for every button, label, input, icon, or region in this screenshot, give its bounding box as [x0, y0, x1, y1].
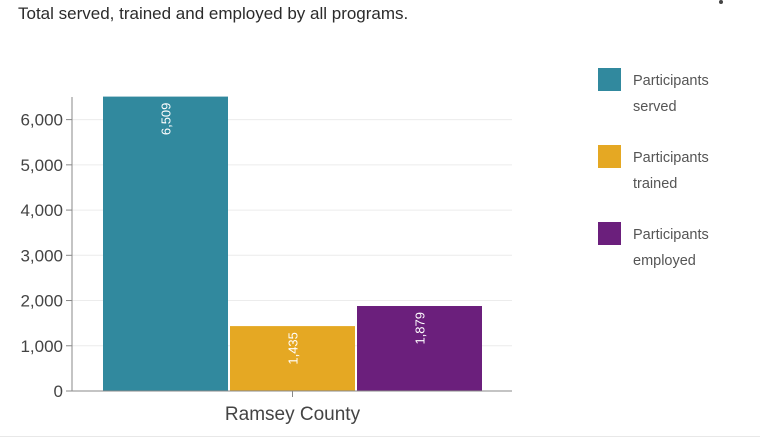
x-tick-label: Ramsey County	[225, 404, 361, 425]
legend-label: Participants employed	[633, 227, 709, 269]
legend-item[interactable]: Participants employed	[598, 220, 748, 297]
bar-value-label: 1,879	[413, 312, 428, 345]
legend-item[interactable]: Participants served	[598, 66, 748, 143]
legend-swatch	[598, 145, 621, 168]
bar-participants-employed[interactable]	[357, 306, 482, 391]
y-tick-label: 3,000	[20, 246, 63, 265]
data-labels: 6,509 1,435 1,879	[159, 103, 428, 365]
chart-legend: Participants served Participants trained P…	[598, 66, 748, 297]
bar-participants-served[interactable]	[103, 96, 228, 391]
legend-swatch	[598, 222, 621, 245]
y-tick-label: 2,000	[20, 292, 63, 311]
bars	[103, 96, 482, 391]
legend-swatch	[598, 68, 621, 91]
legend-item[interactable]: Participants trained	[598, 143, 748, 220]
y-tick-label: 0	[54, 382, 63, 401]
y-tick-label: 6,000	[20, 111, 63, 130]
bar-value-label: 1,435	[286, 332, 301, 365]
axes: 0 1,000 2,000 3,000 4,000 5,000 6,000 Ramsey Co…	[20, 97, 512, 425]
legend-label: Participants served	[633, 73, 709, 115]
y-tick-label: 1,000	[20, 337, 63, 356]
more-vertical-icon[interactable]	[714, 0, 728, 12]
legend-label: Participants trained	[633, 150, 709, 192]
divider	[0, 436, 760, 437]
chart-subtitle: Total served, trained and employed by al…	[18, 4, 409, 23]
y-tick-label: 4,000	[20, 201, 63, 220]
y-tick-label: 5,000	[20, 156, 63, 175]
bar-value-label: 6,509	[159, 103, 174, 136]
bar-participants-trained[interactable]	[230, 326, 355, 391]
